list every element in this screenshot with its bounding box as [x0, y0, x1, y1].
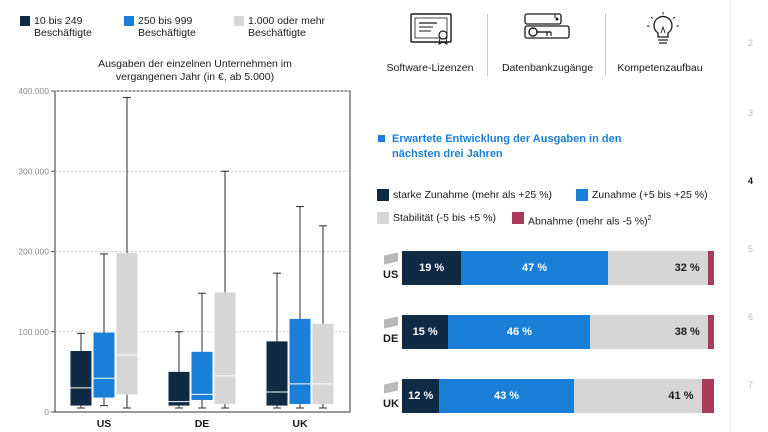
- bar-segment: [707, 251, 714, 285]
- box: [70, 351, 92, 406]
- bar-segment: 46 %: [448, 315, 591, 349]
- bar-segment: [701, 379, 714, 413]
- stacked-bar-uk: 12 % 43 % 41 %: [402, 379, 714, 413]
- bar-segment-label: 43 %: [493, 390, 520, 402]
- legend-label: Beschäftigte: [248, 27, 306, 39]
- legend-swatch: [377, 189, 389, 201]
- bar-segment: 12 %: [402, 379, 440, 413]
- row-label-uk: UK: [383, 398, 399, 410]
- legend-swatch: [512, 212, 524, 224]
- legend-swatch: [576, 189, 588, 201]
- page-number[interactable]: 3: [748, 108, 754, 118]
- development-title-line1: Erwartete Entwicklung der Ausgaben in de…: [392, 133, 622, 145]
- page-number[interactable]: 5: [748, 244, 754, 254]
- y-tick-label: 300.000: [18, 166, 49, 176]
- lightbulb-icon: [633, 12, 693, 46]
- y-tick-label: 100.000: [18, 327, 49, 337]
- box: [312, 323, 334, 404]
- legend-label: starke Zunahme (mehr als +25 %): [393, 189, 553, 201]
- category-divider: [487, 14, 488, 76]
- box: [266, 341, 288, 406]
- y-tick-label: 0: [44, 407, 49, 417]
- x-category-label: DE: [195, 418, 210, 430]
- page-strip-divider: [730, 0, 731, 432]
- category-label-database: Datenbankzugänge: [501, 62, 594, 74]
- bar-segment: 19 %: [402, 251, 462, 285]
- boxplot-title: Ausgaben der einzelnen Unternehmen im ve…: [40, 58, 350, 84]
- box: [289, 318, 311, 404]
- box: [93, 332, 115, 398]
- legend-label: Beschäftigte: [34, 27, 92, 39]
- database-key-icon: [517, 12, 577, 46]
- legend-label: Zunahme (+5 bis +25 %): [592, 189, 708, 201]
- legend-footnote: 2: [647, 215, 652, 222]
- category-label-software: Software-Lizenzen: [386, 62, 474, 74]
- legend-swatch: [124, 16, 134, 26]
- legend-label: 250 bis 999: [138, 15, 193, 27]
- flag-uk-icon: [384, 381, 398, 394]
- bar-segment: 15 %: [402, 315, 449, 349]
- bar-segment-label: 15 %: [412, 326, 438, 338]
- bar-segment: 41 %: [573, 379, 702, 413]
- legend-swatch: [377, 212, 389, 224]
- box: [116, 253, 138, 395]
- row-label-de: DE: [383, 333, 399, 345]
- page-number[interactable]: 6: [748, 312, 754, 322]
- bar-segment: [707, 315, 714, 349]
- bar-segment-label: 32 %: [674, 262, 700, 274]
- box: [191, 351, 213, 400]
- x-category-label: UK: [292, 418, 308, 430]
- bar-segment: 43 %: [439, 379, 574, 413]
- legend-label: 1.000 oder mehr: [248, 15, 326, 27]
- legend-label: Stabilität (-5 bis +5 %): [393, 212, 497, 224]
- bar-segment-label: 12 %: [408, 390, 434, 402]
- legend-label: Abnahme (mehr als -5 %): [528, 215, 648, 228]
- page-number[interactable]: 7: [748, 380, 754, 390]
- legend-swatch: [20, 16, 30, 26]
- flag-us-icon: [384, 252, 398, 265]
- development-title-line2: nächsten drei Jahren: [392, 148, 503, 160]
- flag-de-icon: [384, 316, 398, 329]
- legend-swatch: [234, 16, 244, 26]
- title-bullet-icon: [378, 135, 385, 142]
- category-label-kompetenz: Kompetenzaufbau: [617, 62, 703, 74]
- bar-segment-label: 41 %: [668, 390, 694, 402]
- box: [214, 292, 236, 404]
- boxplot-chart: 0 100.000 200.000 300.000 400.000 US DE UK: [18, 86, 351, 430]
- boxplot-title-line1: Ausgaben der einzelnen Unternehmen im: [98, 58, 292, 70]
- legend-label: 10 bis 249: [34, 15, 83, 27]
- bar-segment-label: 46 %: [506, 326, 532, 338]
- x-category-label: US: [97, 418, 112, 430]
- box: [168, 371, 190, 406]
- bar-segment-label: 38 %: [674, 326, 700, 338]
- bar-segment: 38 %: [590, 315, 708, 349]
- page-number-current[interactable]: 4: [748, 176, 754, 186]
- stacked-bar-us: 19 % 47 % 32 %: [402, 251, 714, 285]
- bar-segment-label: 47 %: [522, 262, 548, 274]
- bar-segment: 47 %: [461, 251, 608, 285]
- y-tick-label: 400.000: [18, 86, 49, 96]
- bar-segment: 32 %: [607, 251, 708, 285]
- category-divider: [605, 14, 606, 76]
- boxplot-title-line2: vergangenen Jahr (in €, ab 5.000): [115, 71, 275, 83]
- y-tick-label: 200.000: [18, 247, 49, 257]
- bar-segment-label: 19 %: [419, 262, 445, 274]
- row-label-us: US: [383, 269, 399, 281]
- development-title: Erwartete Entwicklung der Ausgaben in de…: [378, 132, 692, 162]
- certificate-icon: [403, 12, 463, 46]
- legend-label: Beschäftigte: [138, 27, 196, 39]
- page-number[interactable]: 2: [748, 38, 754, 48]
- stacked-bar-de: 15 % 46 % 38 %: [402, 315, 714, 349]
